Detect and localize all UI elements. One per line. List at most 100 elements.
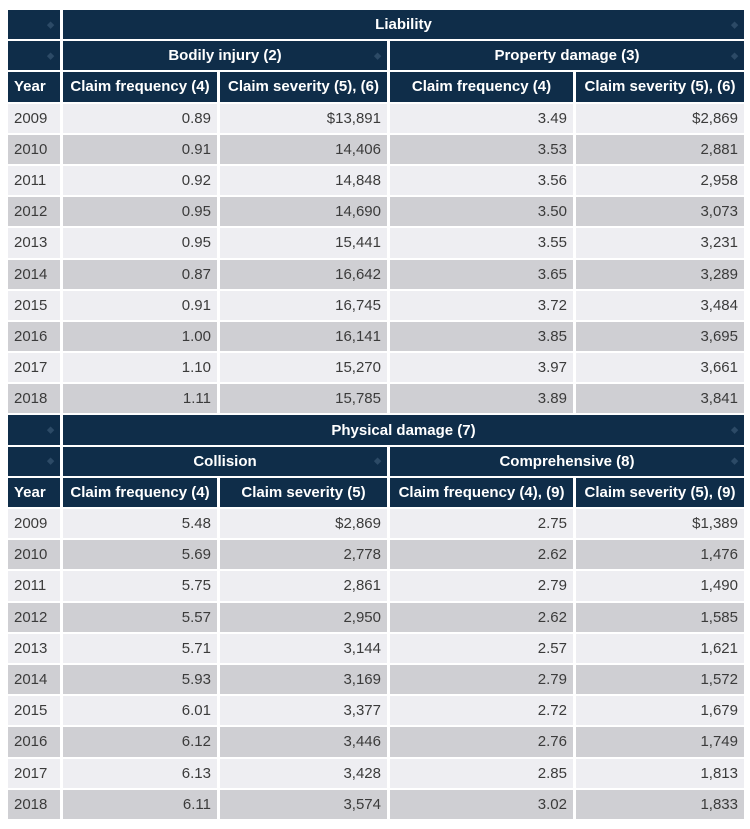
year-cell: 2010 [8,134,60,164]
sort-arrows-icon: ◆ [731,19,738,30]
table-row: 2011 5.75 2,861 2.79 1,490 [8,571,744,601]
group-header[interactable]: Collision ◆ [63,446,387,476]
year-cell: 2018 [8,789,60,819]
header-spacer: ◆ [8,10,60,40]
year-cell: 2017 [8,758,60,788]
year-cell: 2011 [8,571,60,601]
value-cell: $1,389 [576,509,744,539]
group-header-label: Collision [193,452,257,470]
group-header[interactable]: Property damage (3) ◆ [390,41,744,71]
table-row: 2016 6.12 3,446 2.76 1,749 [8,727,744,757]
table-row: 2012 5.57 2,950 2.62 1,585 [8,602,744,632]
value-cell: 2.85 [390,758,573,788]
group-header-row: ◆ Bodily injury (2) ◆ Property damage (3) ◆ [8,41,744,71]
year-cell: 2009 [8,509,60,539]
value-cell: 1.11 [63,384,217,414]
value-cell: $13,891 [220,103,387,133]
column-header[interactable]: Claim frequency (4) [390,72,573,102]
group-header[interactable]: Bodily injury (2) ◆ [63,41,387,71]
value-cell: 2.76 [390,727,573,757]
value-cell: 3,661 [576,353,744,383]
value-cell: 3.65 [390,259,573,289]
group-header-label: Property damage (3) [494,47,640,65]
value-cell: 3,446 [220,727,387,757]
value-cell: 3,289 [576,259,744,289]
column-header-year[interactable]: Year [8,477,60,507]
value-cell: 3.50 [390,197,573,227]
value-cell: 2,861 [220,571,387,601]
column-header[interactable]: Claim frequency (4) [63,477,217,507]
header-spacer: ◆ [8,41,60,71]
column-header-year[interactable]: Year [8,72,60,102]
value-cell: 1,490 [576,571,744,601]
column-header[interactable]: Claim severity (5), (6) [220,72,387,102]
column-header[interactable]: Claim severity (5), (6) [576,72,744,102]
column-header[interactable]: Claim severity (5), (9) [576,477,744,507]
value-cell: 14,406 [220,134,387,164]
value-cell: 5.69 [63,540,217,570]
value-cell: 0.89 [63,103,217,133]
header-spacer: ◆ [8,446,60,476]
column-header[interactable]: Claim frequency (4) [63,72,217,102]
value-cell: 3,377 [220,696,387,726]
value-cell: 1,813 [576,758,744,788]
year-cell: 2012 [8,602,60,632]
value-cell: 3.56 [390,165,573,196]
value-cell: 2.79 [390,664,573,695]
value-cell: 1,749 [576,727,744,757]
value-cell: 3.72 [390,290,573,320]
value-cell: 1,585 [576,602,744,632]
value-cell: 0.91 [63,290,217,320]
value-cell: 2,958 [576,165,744,196]
column-header-row: Year Claim frequency (4) Claim severity (5… [8,477,744,507]
table-row: 2013 5.71 3,144 2.57 1,621 [8,633,744,663]
table-row: 2014 5.93 3,169 2.79 1,572 [8,664,744,695]
value-cell: 5.93 [63,664,217,695]
group-header[interactable]: Comprehensive (8) ◆ [390,446,744,476]
group-header-label: Bodily injury (2) [168,47,282,65]
value-cell: 3.97 [390,353,573,383]
value-cell: 5.57 [63,602,217,632]
column-header[interactable]: Claim frequency (4), (9) [390,477,573,507]
value-cell: 0.87 [63,259,217,289]
value-cell: 1.00 [63,321,217,352]
value-cell: 1,679 [576,696,744,726]
value-cell: $2,869 [220,509,387,539]
column-header[interactable]: Claim severity (5) [220,477,387,507]
table-row: 2013 0.95 15,441 3.55 3,231 [8,228,744,258]
value-cell: 5.75 [63,571,217,601]
value-cell: 2.79 [390,571,573,601]
value-cell: 3,144 [220,633,387,663]
sort-arrows-icon: ◆ [47,19,54,30]
sort-arrows-icon: ◆ [731,424,738,435]
value-cell: 3.53 [390,134,573,164]
year-cell: 2014 [8,664,60,695]
value-cell: 2,778 [220,540,387,570]
value-cell: 3.55 [390,228,573,258]
header-spacer: ◆ [8,415,60,445]
value-cell: 3,841 [576,384,744,414]
table-row: 2015 0.91 16,745 3.72 3,484 [8,290,744,320]
value-cell: 0.92 [63,165,217,196]
value-cell: 2.72 [390,696,573,726]
sort-arrows-icon: ◆ [731,455,738,466]
value-cell: 1,476 [576,540,744,570]
value-cell: 5.71 [63,633,217,663]
value-cell: 3.02 [390,789,573,819]
value-cell: 3.85 [390,321,573,352]
table-row: 2017 6.13 3,428 2.85 1,813 [8,758,744,788]
value-cell: 6.13 [63,758,217,788]
section-header-row: ◆ Liability ◆ [8,10,744,40]
section-title[interactable]: Physical damage (7) ◆ [63,415,744,445]
value-cell: 2.62 [390,540,573,570]
section-title-label: Liability [375,16,432,34]
section-title[interactable]: Liability ◆ [63,10,744,40]
value-cell: 5.48 [63,509,217,539]
value-cell: 0.91 [63,134,217,164]
year-cell: 2014 [8,259,60,289]
sort-arrows-icon: ◆ [731,50,738,61]
year-cell: 2015 [8,696,60,726]
year-cell: 2016 [8,727,60,757]
value-cell: 6.01 [63,696,217,726]
